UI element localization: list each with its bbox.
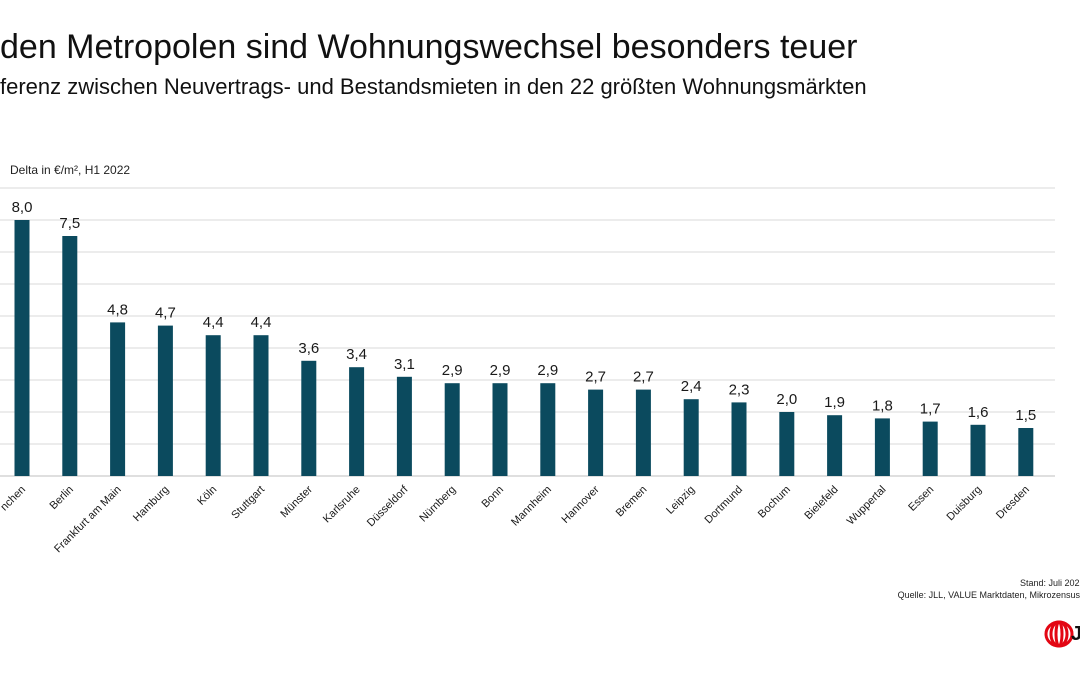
bar: [301, 360, 317, 476]
data-label: 1,9: [824, 394, 845, 411]
bar: [540, 383, 556, 476]
category-label: Dresden: [994, 484, 1032, 522]
y-axis-label: Delta in €/m², H1 2022: [10, 163, 131, 177]
category-label: Karlsruhe: [321, 484, 363, 526]
bar: [14, 220, 30, 476]
data-label: 4,4: [251, 314, 272, 331]
bar: [349, 367, 365, 476]
bar: [779, 412, 795, 476]
bar: [1018, 428, 1034, 476]
bar: [157, 325, 173, 476]
category-label: Dortmund: [702, 484, 745, 527]
data-label: 4,8: [107, 301, 128, 318]
bar: [444, 383, 460, 476]
footer-source: Quelle: JLL, VALUE Marktdaten, Mikrozens…: [897, 590, 1080, 600]
chart-subtitle: ferenz zwischen Neuvertrags- und Bestand…: [0, 74, 867, 99]
bar: [827, 415, 843, 476]
category-label: Köln: [195, 484, 219, 508]
bar: [635, 389, 651, 476]
bar: [205, 335, 221, 476]
data-label: 2,9: [442, 362, 463, 379]
data-label: 7,5: [59, 215, 80, 232]
jll-logo-icon: [1044, 620, 1074, 648]
data-label: 1,6: [968, 404, 989, 421]
data-label: 2,4: [681, 378, 702, 395]
category-label: Düsseldorf: [365, 483, 411, 529]
category-label: Hamburg: [131, 484, 171, 524]
data-label: 2,3: [729, 381, 750, 398]
chart-title: den Metropolen sind Wohnungswechsel beso…: [0, 28, 858, 66]
category-label: Stuttgart: [229, 484, 267, 522]
data-label: 1,7: [920, 401, 941, 418]
data-label: 2,7: [633, 369, 654, 386]
category-label: Leipzig: [664, 484, 697, 517]
data-label: 3,1: [394, 356, 415, 373]
data-label: 1,8: [872, 397, 893, 414]
data-label: 2,9: [537, 362, 558, 379]
category-label: Bonn: [479, 484, 506, 511]
footer-stand: Stand: Juli 2022: [1020, 578, 1080, 588]
category-label: Nürnberg: [417, 484, 458, 525]
bar: [874, 418, 890, 476]
bar: [588, 389, 604, 476]
category-label: Wuppertal: [845, 484, 889, 528]
bar: [253, 335, 269, 476]
bar: [683, 399, 699, 476]
bar: [492, 383, 508, 476]
data-label: 3,6: [298, 340, 319, 357]
bar: [731, 402, 747, 476]
bar: [922, 421, 938, 476]
data-label: 2,7: [585, 369, 606, 386]
data-label: 3,4: [346, 346, 367, 363]
category-label: Duisburg: [945, 484, 985, 524]
category-label: Bielefeld: [802, 484, 840, 522]
bar: [110, 322, 126, 476]
data-label: 8,0: [12, 199, 33, 216]
category-label: Bochum: [756, 484, 793, 521]
data-label: 4,4: [203, 314, 224, 331]
category-label: Münster: [278, 483, 315, 520]
data-label: 2,0: [776, 391, 797, 408]
category-label: Essen: [906, 484, 936, 514]
bar: [396, 376, 412, 476]
category-label: Hannover: [560, 483, 602, 525]
data-label: 4,7: [155, 305, 176, 322]
category-label: Bremen: [614, 484, 650, 520]
category-label: Berlin: [48, 484, 76, 512]
data-label: 2,9: [490, 362, 511, 379]
data-label: 1,5: [1015, 407, 1036, 424]
bar: [970, 424, 986, 476]
category-label: nchen: [0, 484, 28, 514]
category-label: Mannheim: [509, 484, 554, 529]
bar: [62, 236, 78, 476]
logo-letter: J: [1071, 624, 1080, 644]
